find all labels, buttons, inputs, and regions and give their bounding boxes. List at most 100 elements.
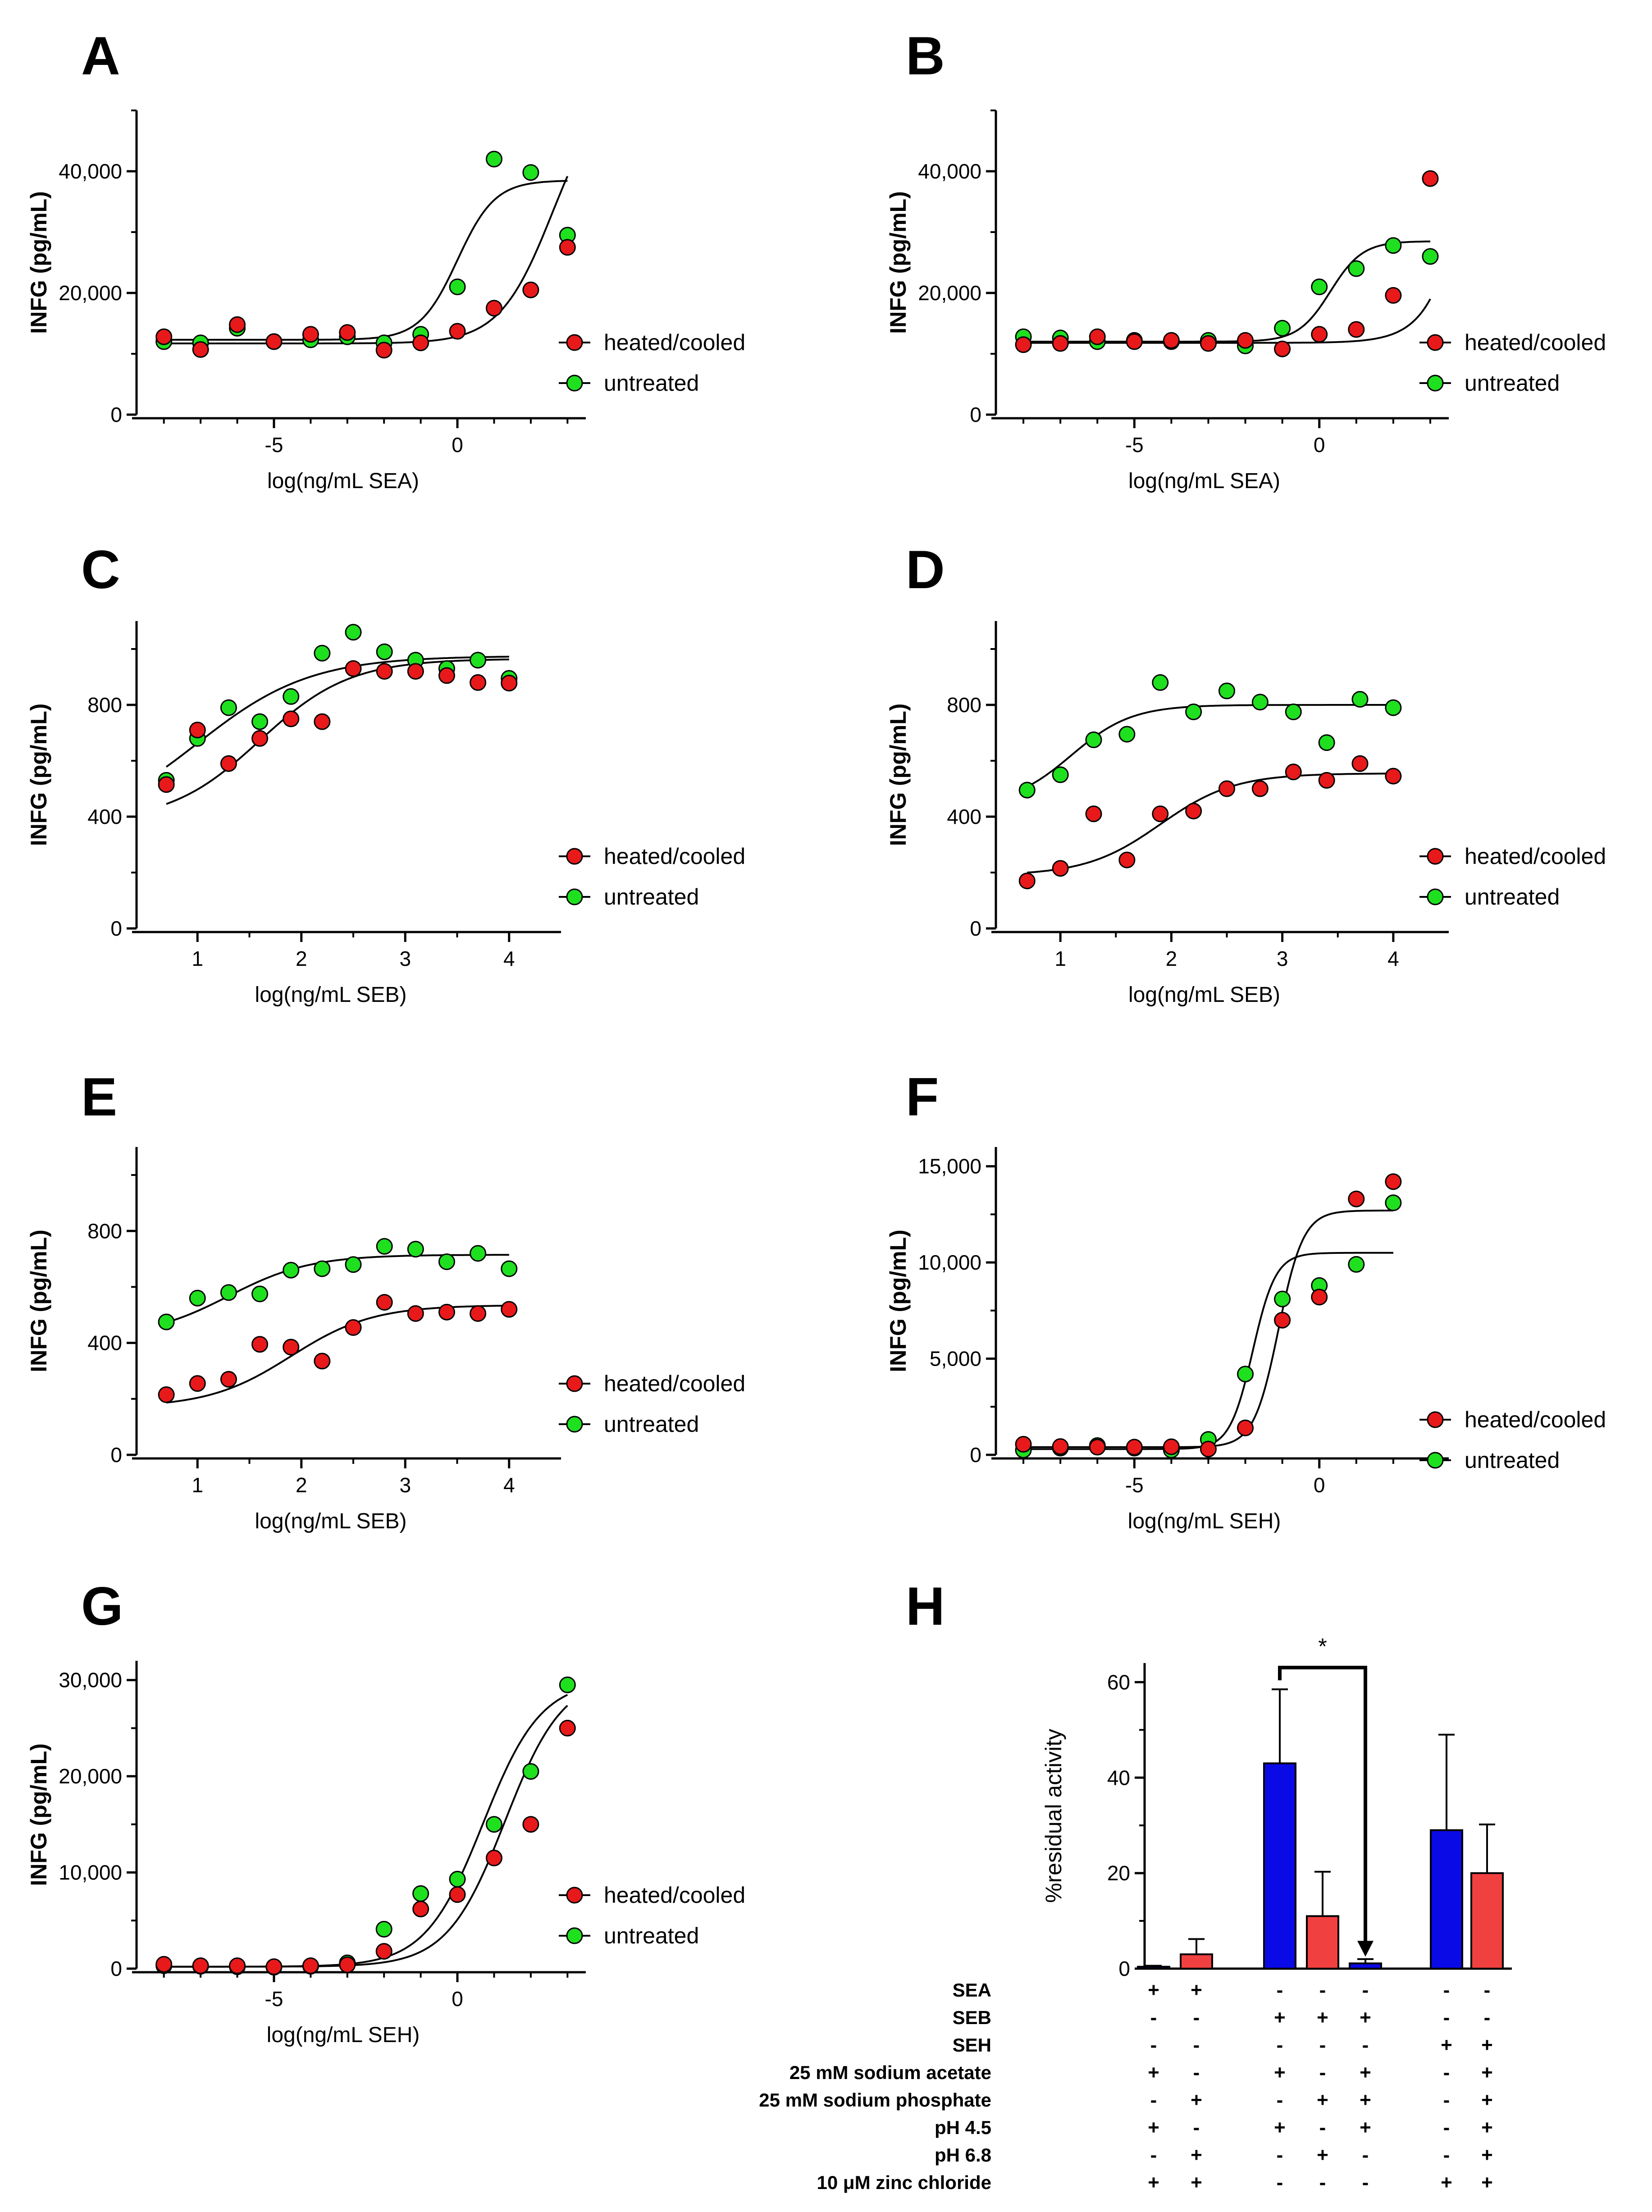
data-point-heated (485, 300, 502, 317)
data-point-untreated (1251, 694, 1269, 711)
bar (1180, 1953, 1213, 1970)
data-point-heated (1311, 1289, 1328, 1306)
data-point-heated (407, 1305, 424, 1322)
legend-label: untreated (604, 1923, 699, 1948)
condition-value: + (1191, 2144, 1202, 2166)
condition-value: - (1150, 2144, 1157, 2166)
data-point-heated (1348, 1190, 1365, 1207)
data-point-heated (1200, 335, 1217, 352)
legend-marker (566, 1927, 583, 1944)
data-point-heated (501, 675, 518, 692)
condition-label: pH 4.5 (935, 2117, 991, 2138)
data-point-untreated (412, 1885, 429, 1902)
x-tick-label: -5 (1125, 1473, 1144, 1497)
data-point-untreated (559, 1676, 576, 1693)
data-point-heated (314, 1353, 331, 1370)
data-point-heated (339, 324, 356, 341)
condition-value: + (1481, 2089, 1493, 2111)
x-tick-label: 0 (1314, 1473, 1325, 1497)
legend-label: untreated (604, 370, 699, 396)
data-point-untreated (1052, 766, 1069, 783)
data-point-heated (1089, 1439, 1106, 1456)
panel-d: D 0 400 800 INFG (pg/mL) 1 2 3 4 log(ng/mL SEB) he… (885, 539, 1606, 1007)
data-point-untreated (1118, 726, 1136, 743)
data-point-heated (1351, 755, 1369, 772)
y-axis-label: INFG (pg/mL) (26, 704, 51, 846)
legend: heated/cooled untreated (559, 1371, 745, 1437)
data-point-untreated (283, 688, 300, 705)
x-tick-label: 4 (1387, 947, 1399, 970)
legend-marker (1427, 888, 1444, 905)
data-point-heated (375, 1943, 392, 1960)
panel-letter: A (81, 26, 120, 86)
condition-value: - (1362, 2144, 1369, 2166)
y-axis-label: INFG (pg/mL) (26, 1743, 51, 1886)
data-point-untreated (438, 1253, 455, 1271)
data-point-heated (1385, 1173, 1402, 1190)
fit-curve-untreated (1023, 240, 1431, 343)
condition-value: + (1274, 2061, 1286, 2084)
condition-value: - (1193, 2061, 1200, 2084)
legend-label: heated/cooled (604, 330, 745, 355)
condition-value: - (1443, 2006, 1450, 2029)
data-point-untreated (1285, 704, 1302, 720)
condition-value: - (1362, 2034, 1369, 2056)
condition-value: + (1148, 1979, 1159, 2001)
y-tick-label: 0 (970, 403, 981, 426)
data-point-heated (559, 1719, 576, 1737)
data-point-untreated (375, 1920, 392, 1938)
data-point-heated (1311, 326, 1328, 343)
data-point-untreated (485, 151, 502, 168)
data-point-untreated (376, 643, 393, 660)
data-point-untreated (189, 1289, 206, 1307)
condition-label: 10 μM zinc chloride (817, 2172, 991, 2193)
data-point-untreated (1385, 237, 1402, 254)
condition-value: + (1274, 2006, 1286, 2029)
data-point-heated (559, 239, 576, 256)
data-point-heated (1348, 321, 1365, 338)
condition-value: - (1443, 2061, 1450, 2084)
y-axis-label: INFG (pg/mL) (26, 191, 51, 334)
x-tick-label: 0 (452, 433, 463, 457)
data-point-heated (345, 1319, 362, 1336)
legend-marker (566, 888, 583, 905)
data-point-untreated (1348, 260, 1365, 277)
data-point-heated (1089, 328, 1106, 345)
data-point-heated (155, 328, 173, 345)
fit-curve-heated (164, 1705, 568, 1968)
data-point-untreated (407, 1241, 424, 1258)
data-point-untreated (251, 1285, 269, 1303)
data-point-heated (1185, 803, 1202, 820)
bar (1430, 1829, 1463, 1970)
x-tick-label: 0 (1314, 433, 1325, 457)
data-point-heated (189, 1375, 206, 1392)
condition-value: + (1317, 2144, 1328, 2166)
data-point-untreated (220, 699, 237, 716)
data-point-untreated (1018, 782, 1036, 799)
data-point-heated (438, 1303, 455, 1321)
x-tick-label: 3 (399, 947, 411, 970)
data-point-untreated (1218, 682, 1235, 699)
data-point-heated (1218, 780, 1235, 797)
x-tick-label: 1 (192, 1473, 203, 1497)
x-tick-label: 2 (296, 947, 307, 970)
data-point-untreated (1311, 279, 1328, 295)
condition-value: - (1319, 2116, 1326, 2139)
panel-f: F 0 5,000 10,000 15,000 INFG (pg/mL) -5 0 log(ng… (885, 1067, 1606, 1533)
y-tick-label: 20,000 (59, 281, 122, 305)
condition-label: SEH (953, 2034, 991, 2056)
data-point-untreated (449, 279, 466, 295)
data-point-heated (220, 755, 237, 772)
y-tick-label: 0 (110, 403, 122, 426)
data-point-heated (501, 1301, 518, 1318)
fit-curve-heated (1027, 772, 1393, 874)
y-axis-label: %residual activity (1041, 1729, 1066, 1903)
data-point-untreated (1274, 320, 1291, 337)
data-point-untreated (1385, 699, 1402, 716)
condition-value: - (1150, 2006, 1157, 2029)
condition-value: + (1148, 2061, 1159, 2084)
y-tick-label: 20 (1107, 1861, 1130, 1885)
condition-label: SEA (953, 1979, 991, 2001)
condition-value: - (1443, 2089, 1450, 2111)
data-point-untreated (1348, 1256, 1365, 1273)
